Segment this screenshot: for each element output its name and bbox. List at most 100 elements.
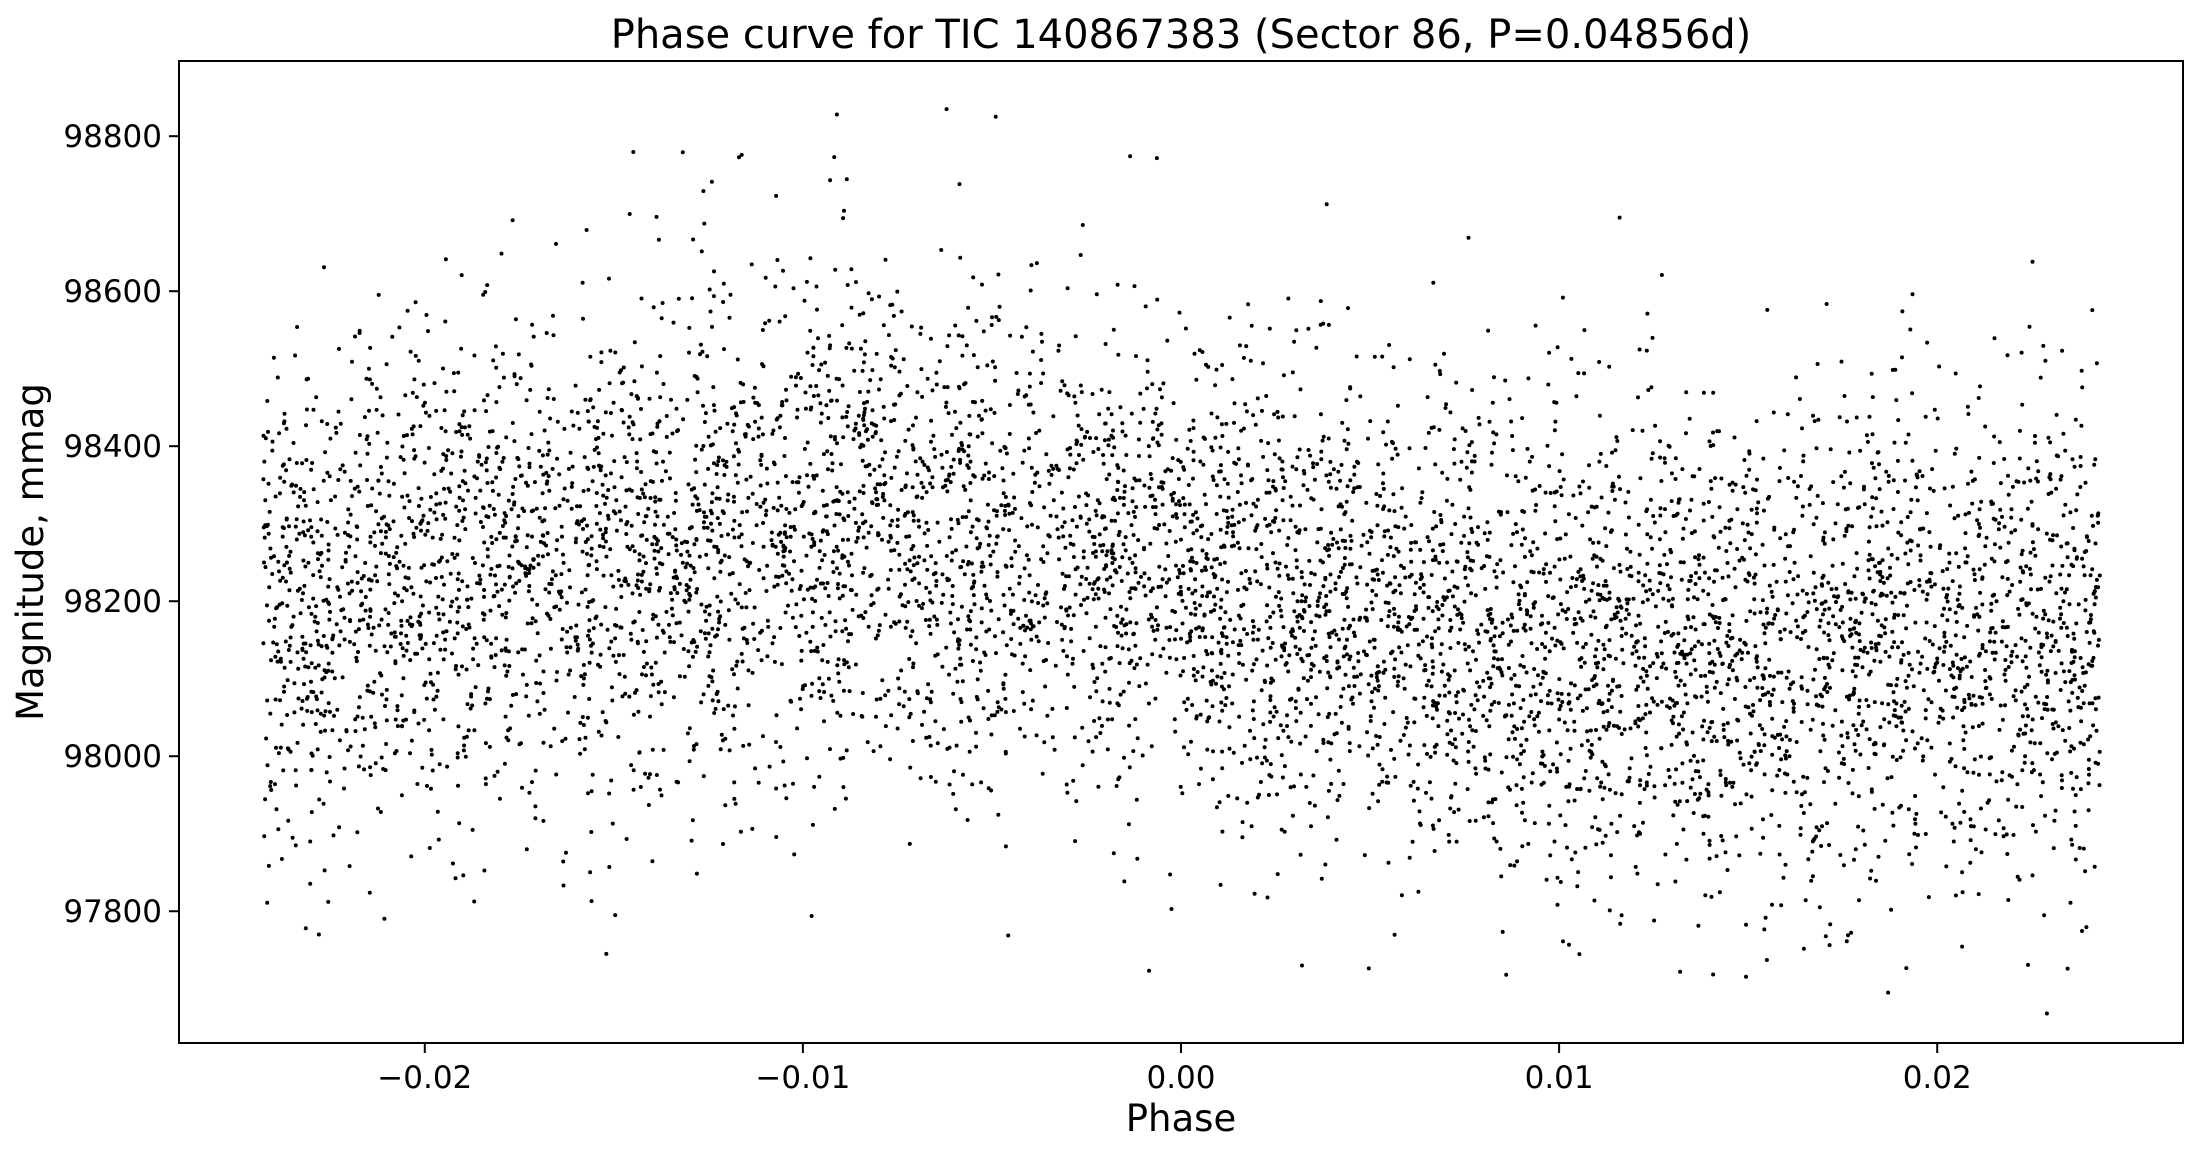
data-point (1548, 570, 1552, 575)
data-point (1578, 491, 1583, 496)
data-point (1236, 643, 1241, 648)
data-point (628, 631, 633, 636)
data-point (1742, 640, 1747, 645)
data-point (562, 426, 567, 431)
data-point (1051, 414, 1056, 419)
data-point (1680, 467, 1685, 472)
data-point (1769, 813, 1774, 817)
data-point (640, 672, 644, 677)
data-point (744, 477, 749, 482)
data-point (1227, 725, 1232, 730)
data-point (1240, 820, 1245, 825)
data-point (368, 614, 373, 619)
data-point (372, 679, 377, 684)
data-point (1103, 421, 1108, 426)
data-point (1624, 631, 1629, 636)
data-point (845, 283, 850, 287)
data-point (1288, 494, 1293, 499)
data-point (905, 567, 910, 572)
data-point (1957, 676, 1962, 681)
data-point (826, 467, 830, 472)
data-point (1987, 692, 1992, 697)
data-point (854, 539, 859, 544)
data-point (1878, 579, 1883, 583)
data-point (702, 525, 706, 530)
data-point (1818, 749, 1823, 754)
data-point (1684, 661, 1689, 666)
data-point (1235, 540, 1240, 545)
data-point (1121, 542, 1126, 547)
data-point (526, 713, 531, 718)
data-point (399, 631, 403, 636)
data-point (1799, 804, 1804, 808)
data-point (1769, 589, 1774, 594)
data-point (944, 645, 949, 650)
data-point (1604, 597, 1609, 602)
data-point (378, 395, 383, 400)
data-point (1426, 678, 1431, 683)
data-point (2046, 618, 2051, 623)
data-point (1003, 696, 1008, 701)
data-point (434, 517, 439, 522)
data-point (1435, 701, 1440, 706)
data-point (1675, 511, 1680, 516)
data-point (355, 570, 360, 575)
data-point (1218, 562, 1223, 567)
data-point (844, 414, 849, 419)
data-point (1678, 678, 1683, 683)
data-point (1341, 592, 1346, 597)
data-point (1149, 744, 1154, 749)
data-point (1267, 773, 1272, 777)
data-point (1905, 603, 1909, 608)
data-point (1881, 580, 1886, 585)
data-point (957, 182, 962, 187)
data-point (721, 707, 726, 712)
data-point (1574, 621, 1579, 626)
data-point (286, 648, 291, 652)
data-point (1821, 656, 1826, 661)
data-point (585, 523, 589, 528)
data-point (594, 504, 599, 508)
data-point (278, 578, 283, 583)
data-point (327, 617, 332, 622)
data-point (410, 390, 415, 395)
data-point (1522, 554, 1527, 559)
data-point (445, 559, 450, 564)
data-point (373, 648, 378, 653)
data-point (579, 590, 584, 595)
data-point (924, 696, 929, 701)
data-point (1841, 863, 1846, 868)
data-point (1718, 529, 1723, 534)
data-point (1302, 629, 1306, 633)
data-point (877, 623, 882, 628)
data-point (2083, 608, 2088, 613)
data-point (1337, 793, 1342, 798)
data-point (589, 534, 594, 539)
data-point (1418, 585, 1423, 590)
data-point (1339, 694, 1344, 699)
data-point (1153, 637, 1158, 642)
data-point (525, 621, 530, 626)
data-point (1414, 604, 1418, 609)
data-point (956, 617, 960, 622)
data-point (2087, 620, 2092, 625)
data-point (825, 581, 830, 585)
data-point (2051, 707, 2056, 712)
data-point (1800, 792, 1804, 797)
data-point (363, 561, 368, 565)
data-point (1674, 734, 1679, 739)
data-point (2080, 929, 2084, 933)
data-point (1191, 673, 1196, 678)
data-point (1795, 635, 1800, 640)
data-point (1358, 672, 1363, 677)
data-point (990, 441, 995, 446)
data-point (877, 464, 882, 469)
data-point (1634, 687, 1639, 692)
data-point (926, 682, 931, 687)
data-point (1084, 611, 1089, 616)
data-point (1003, 844, 1008, 849)
data-point (952, 769, 956, 774)
data-point (494, 582, 498, 587)
data-point (1900, 720, 1905, 725)
data-point (1096, 576, 1101, 581)
